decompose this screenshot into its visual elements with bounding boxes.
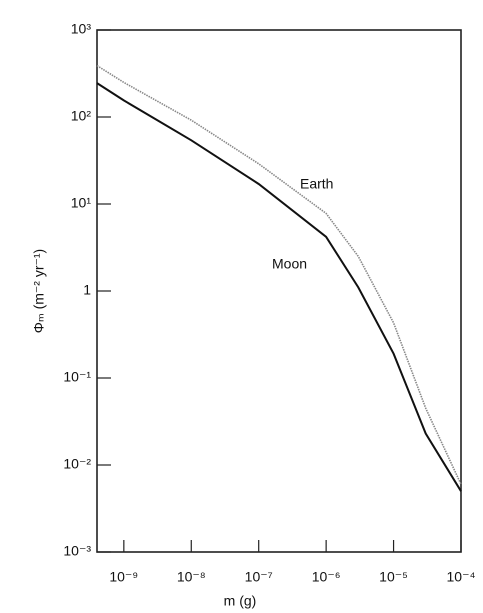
x-tick-label: 10⁻⁹: [109, 569, 138, 585]
y-tick-label: 1: [83, 282, 91, 298]
x-tick-label: 10⁻⁷: [245, 569, 273, 585]
y-tick-label: 10²: [71, 108, 92, 124]
y-axis-label: Φₘ (m⁻² yr⁻¹): [31, 249, 47, 333]
series-label: Moon: [272, 256, 307, 272]
x-tick-label: 10⁻⁸: [177, 569, 206, 585]
x-axis-label: m (g): [224, 593, 257, 609]
y-tick-label: 10⁻³: [63, 543, 91, 559]
y-tick-label: 10¹: [71, 195, 92, 211]
plot-frame: [96, 29, 462, 553]
y-tick-label: 10⁻²: [63, 456, 91, 472]
x-tick-label: 10⁻⁶: [312, 569, 341, 585]
y-tick-label: 10⁻¹: [63, 369, 91, 385]
x-tick-label: 10⁻⁴: [447, 569, 476, 585]
series-line: [96, 82, 462, 492]
y-tick-label: 10³: [71, 21, 92, 37]
series-line: [96, 64, 462, 485]
series-label: Earth: [300, 176, 333, 192]
x-tick-label: 10⁻⁵: [379, 569, 408, 585]
